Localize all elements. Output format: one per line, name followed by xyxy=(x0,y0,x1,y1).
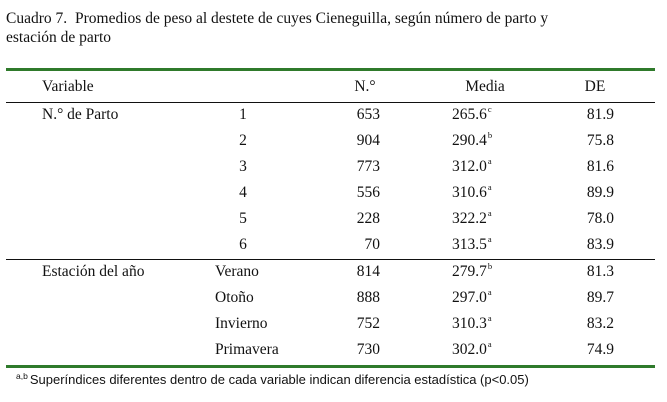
group-label-parto: N.° de Parto xyxy=(42,106,119,123)
caption-line-1: Cuadro 7. Promedios de peso al destete d… xyxy=(6,9,656,28)
media-cell: 279.7b xyxy=(452,261,493,281)
level-cell: Otoño xyxy=(215,289,254,306)
level-cell: Invierno xyxy=(215,315,268,332)
n-cell: 70 xyxy=(364,236,381,253)
header-variable: Variable xyxy=(42,78,94,95)
significance-mark: a xyxy=(487,287,492,297)
table-footnote: a,b Superíndices diferentes dentro de cad… xyxy=(16,372,529,388)
footnote-marker: a,b xyxy=(16,371,28,381)
media-value: 313.5 xyxy=(452,236,487,253)
n-cell: 773 xyxy=(356,158,380,175)
media-cell: 297.0a xyxy=(452,287,492,307)
caption-title: Promedios de peso al destete de cuyes Ci… xyxy=(75,10,549,27)
media-value: 310.6 xyxy=(452,184,487,201)
significance-mark: a xyxy=(487,234,492,244)
de-cell: 81.3 xyxy=(586,263,614,280)
media-value: 322.2 xyxy=(452,210,487,227)
n-cell: 730 xyxy=(356,341,380,358)
de-cell: 81.9 xyxy=(586,106,614,123)
n-cell: 904 xyxy=(356,132,380,149)
caption-number: Cuadro 7. xyxy=(6,10,68,27)
media-cell: 322.2a xyxy=(452,208,492,228)
level-cell: 5 xyxy=(239,210,247,227)
caption-line-2: estación de parto xyxy=(6,29,112,46)
media-cell: 313.5a xyxy=(452,234,492,254)
significance-mark: a xyxy=(487,156,492,166)
table-bottom-rule xyxy=(6,365,655,368)
table-caption: Cuadro 7. Promedios de peso al destete d… xyxy=(6,9,656,47)
n-cell: 556 xyxy=(356,184,380,201)
media-cell: 312.0a xyxy=(452,156,492,176)
n-cell: 228 xyxy=(356,210,380,227)
de-cell: 89.9 xyxy=(586,184,614,201)
significance-mark: a xyxy=(487,339,492,349)
n-cell: 888 xyxy=(356,289,380,306)
header-n: N.° xyxy=(354,78,376,95)
media-cell: 265.6c xyxy=(452,104,492,124)
significance-mark: a xyxy=(487,208,492,218)
media-cell: 310.3a xyxy=(452,313,492,333)
header-media: Media xyxy=(465,78,505,95)
media-value: 265.6 xyxy=(452,106,487,123)
footnote-text: Superíndices diferentes dentro de cada v… xyxy=(29,372,529,387)
table-top-rule xyxy=(6,68,655,71)
group-label-estacion: Estación del año xyxy=(42,263,145,280)
media-value: 290.4 xyxy=(452,132,487,149)
header-de: DE xyxy=(584,78,606,95)
media-value: 310.3 xyxy=(452,315,487,332)
media-value: 312.0 xyxy=(452,158,487,175)
de-cell: 83.2 xyxy=(586,315,614,332)
de-cell: 89.7 xyxy=(586,289,614,306)
significance-mark: c xyxy=(487,104,492,114)
header-rule xyxy=(6,102,655,103)
media-value: 302.0 xyxy=(452,341,487,358)
de-cell: 81.6 xyxy=(586,158,614,175)
de-cell: 78.0 xyxy=(586,210,614,227)
level-cell: Primavera xyxy=(215,341,279,358)
n-cell: 814 xyxy=(356,263,380,280)
de-cell: 74.9 xyxy=(586,341,614,358)
de-cell: 75.8 xyxy=(586,132,614,149)
significance-mark: b xyxy=(487,130,493,140)
media-cell: 310.6a xyxy=(452,182,492,202)
n-cell: 752 xyxy=(356,315,380,332)
level-cell: 4 xyxy=(239,184,247,201)
level-cell: 3 xyxy=(239,158,247,175)
group-divider-rule xyxy=(6,259,655,260)
de-cell: 83.9 xyxy=(586,236,614,253)
significance-mark: b xyxy=(487,261,493,271)
n-cell: 653 xyxy=(356,106,380,123)
level-cell: 6 xyxy=(239,236,247,253)
media-cell: 290.4b xyxy=(452,130,493,150)
level-cell: Verano xyxy=(215,263,259,280)
level-cell: 2 xyxy=(239,132,247,149)
media-cell: 302.0a xyxy=(452,339,492,359)
significance-mark: a xyxy=(487,182,492,192)
level-cell: 1 xyxy=(239,106,247,123)
media-value: 297.0 xyxy=(452,289,487,306)
media-value: 279.7 xyxy=(452,263,487,280)
significance-mark: a xyxy=(487,313,492,323)
